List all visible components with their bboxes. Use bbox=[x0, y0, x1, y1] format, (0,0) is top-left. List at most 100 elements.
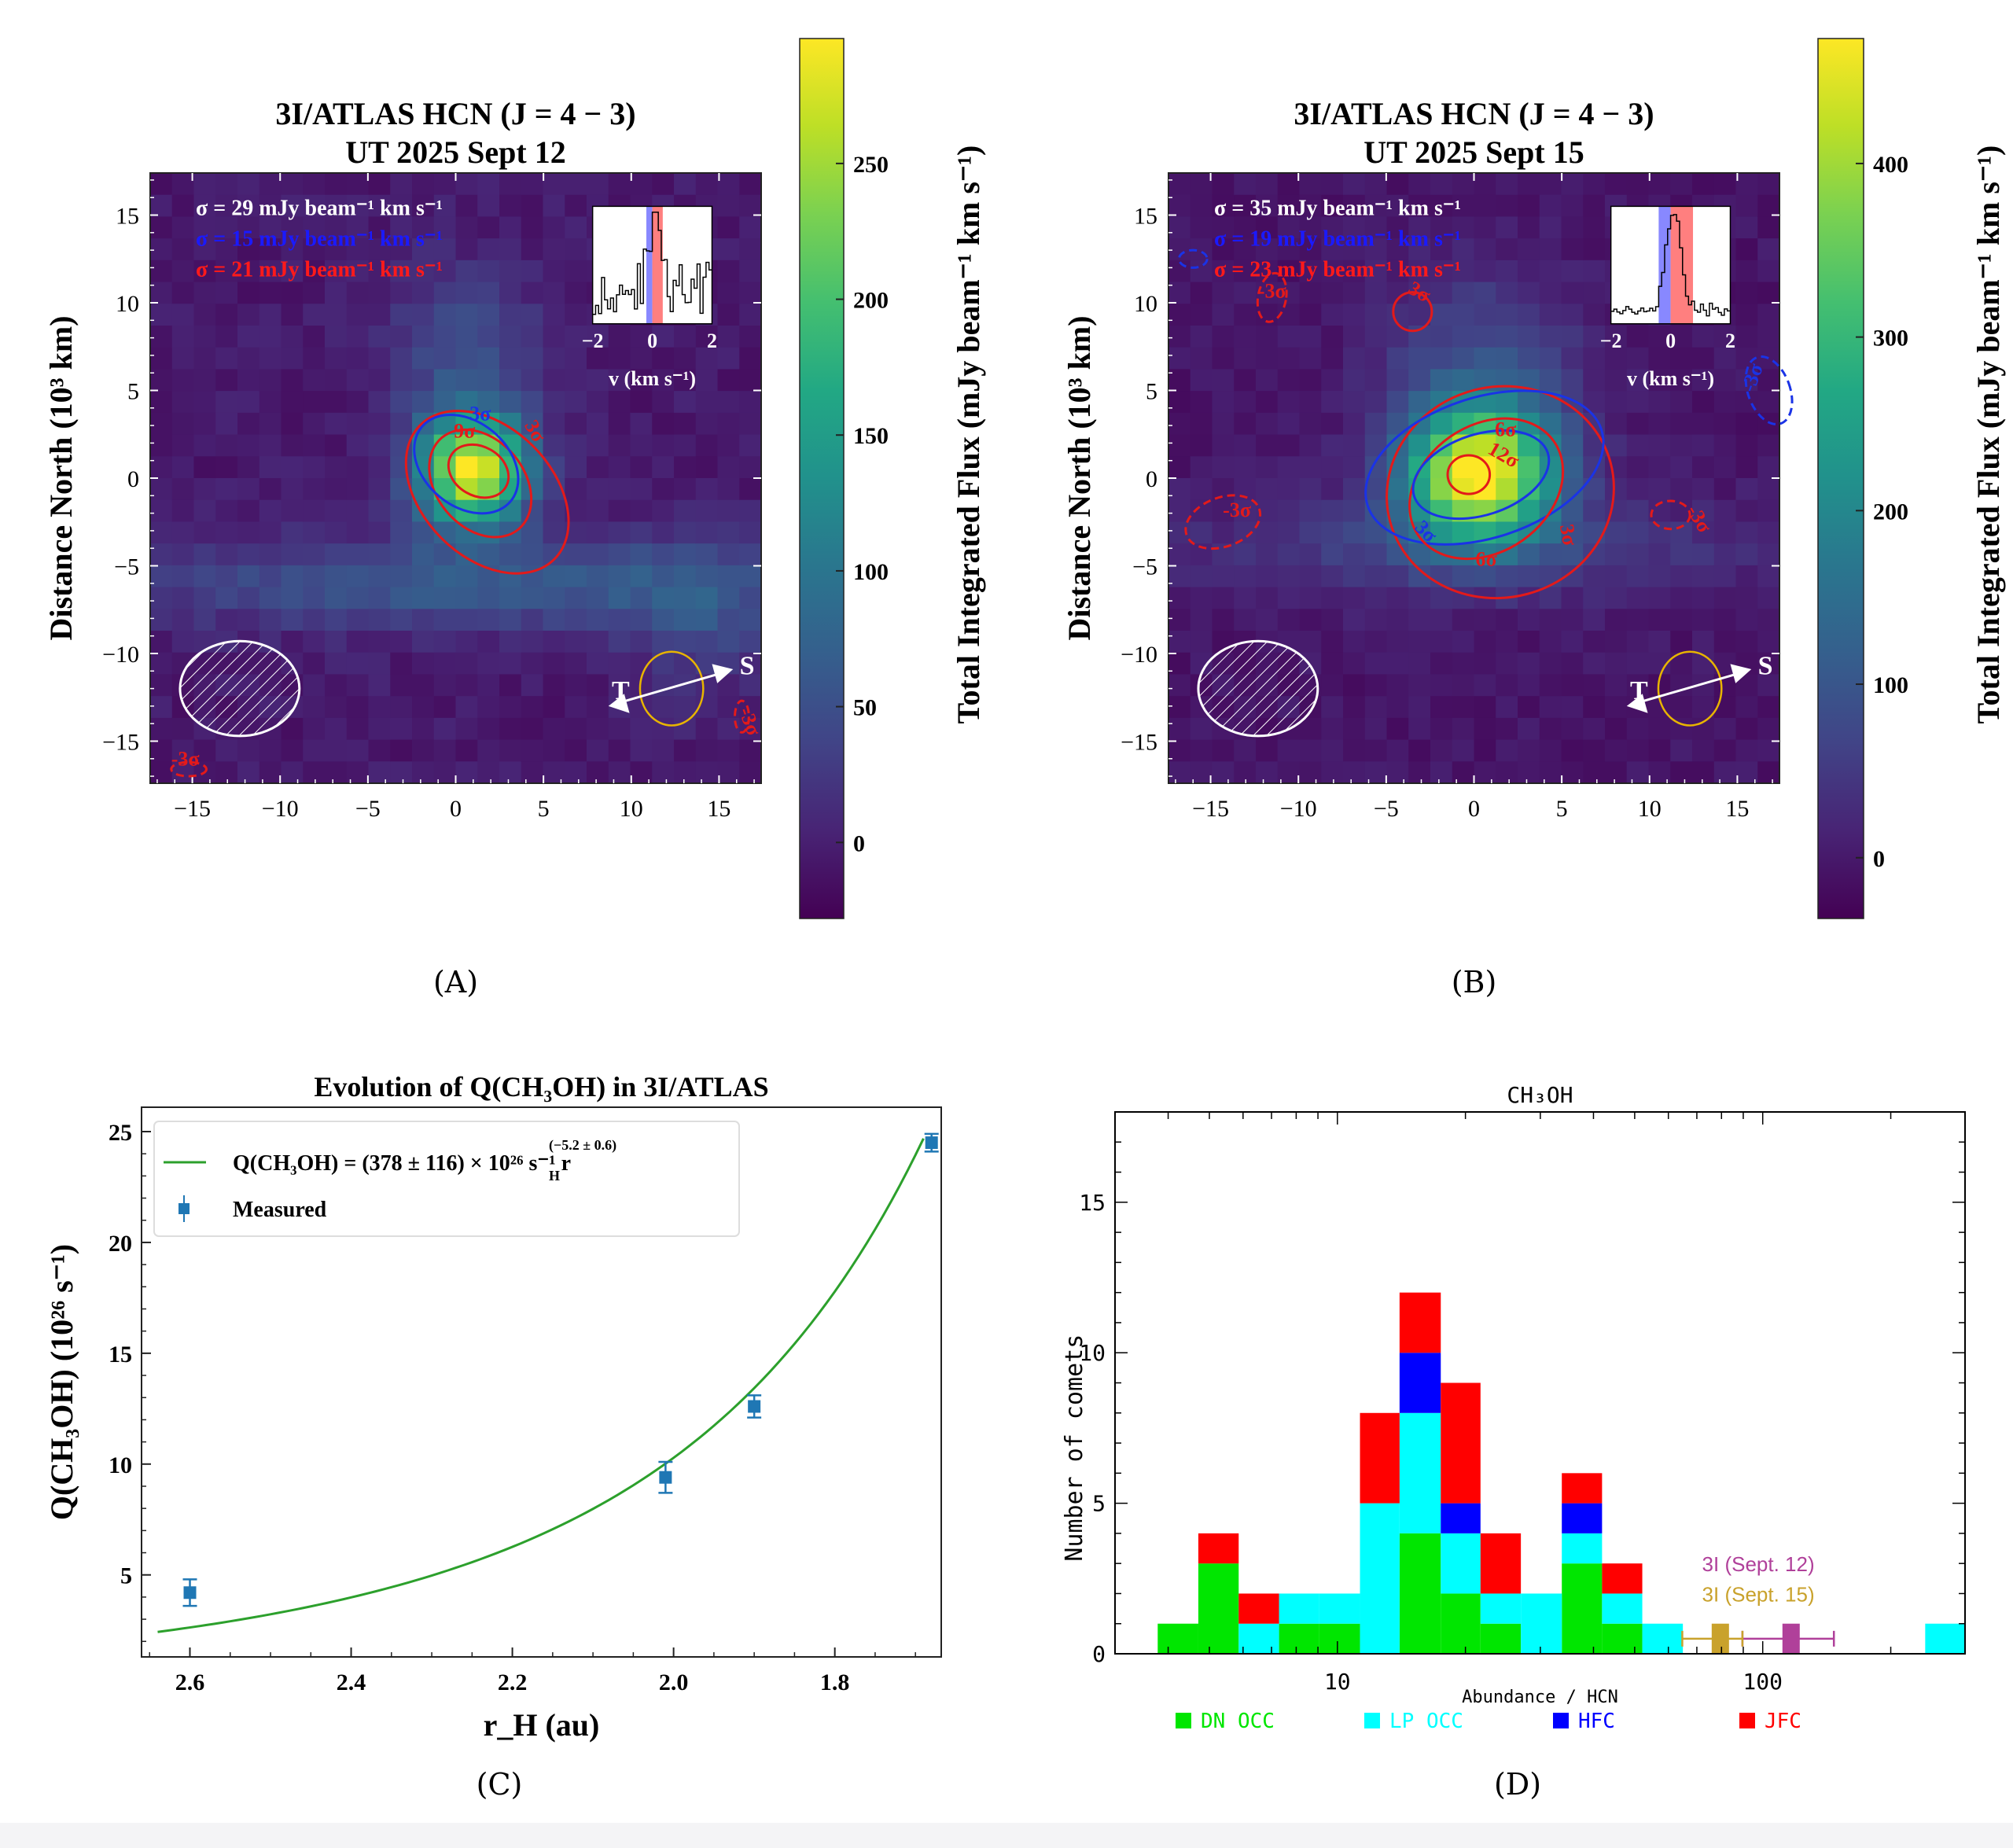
heatmap-cell bbox=[325, 652, 348, 676]
heatmap-cell bbox=[1364, 434, 1388, 457]
heatmap-cell bbox=[477, 674, 500, 697]
heatmap-cell bbox=[1321, 434, 1344, 457]
colorbar-tick-label: 150 bbox=[853, 423, 889, 449]
heatmap-cell bbox=[325, 478, 348, 501]
heatmap-cell bbox=[587, 173, 609, 196]
y-tick-label: 0 bbox=[127, 466, 139, 492]
heatmap-cell bbox=[543, 521, 565, 544]
heatmap-cell bbox=[325, 434, 348, 457]
y-tick-label: 0 bbox=[1092, 1641, 1106, 1667]
heatmap-cell bbox=[1692, 609, 1715, 631]
heatmap-cell bbox=[1518, 674, 1540, 697]
heatmap-cell bbox=[1299, 260, 1322, 283]
heatmap-cell bbox=[1234, 456, 1257, 479]
heatmap-cell bbox=[1386, 587, 1409, 609]
negative-contour bbox=[1184, 494, 1262, 550]
sun-tail-arrow bbox=[1632, 672, 1742, 706]
heatmap-cell bbox=[455, 216, 478, 239]
heatmap-cell bbox=[325, 238, 348, 261]
heatmap-cell bbox=[193, 456, 216, 479]
heatmap-cell bbox=[587, 412, 609, 436]
heatmap-cell bbox=[390, 216, 413, 239]
heatmap-cell bbox=[1757, 391, 1780, 414]
panel-caption: (C) bbox=[477, 1767, 523, 1802]
heatmap-cell bbox=[303, 674, 326, 697]
heatmap-cell bbox=[1474, 696, 1496, 719]
heatmap-cell bbox=[150, 499, 173, 523]
heatmap-cell bbox=[1670, 739, 1693, 762]
heatmap-cell bbox=[521, 456, 544, 479]
legend-fit-label: Q(CH₃OH) = (378 ± 116) × 10²⁶ s⁻¹ r bbox=[233, 1151, 571, 1176]
heatmap-cell bbox=[1561, 631, 1584, 653]
heatmap-cell bbox=[1496, 326, 1518, 348]
heatmap-cell bbox=[1343, 173, 1366, 196]
heatmap-cell bbox=[1713, 543, 1737, 566]
heatmap-cell bbox=[346, 369, 370, 392]
heatmap-cell bbox=[499, 739, 522, 762]
heatmap-cell bbox=[1648, 543, 1671, 566]
heatmap-cell bbox=[346, 717, 370, 741]
heatmap-cell bbox=[455, 587, 478, 609]
heatmap-cell bbox=[1692, 369, 1715, 392]
heatmap-cell bbox=[455, 391, 478, 414]
heatmap-cell bbox=[303, 521, 326, 544]
heatmap-cell bbox=[1474, 260, 1496, 283]
heatmap-cell bbox=[171, 304, 195, 326]
heatmap-cell bbox=[1692, 696, 1715, 719]
legend-fit-superscript: (−5.2 ± 0.6) bbox=[549, 1137, 616, 1154]
heatmap-cell bbox=[477, 543, 500, 566]
heatmap-cell bbox=[1626, 478, 1650, 501]
x-tick-label: 15 bbox=[1725, 796, 1749, 822]
heatmap-cell bbox=[1256, 587, 1279, 609]
heatmap-cell bbox=[1605, 717, 1628, 741]
heatmap-cell bbox=[1605, 391, 1628, 414]
heatmap-cell bbox=[1430, 631, 1453, 653]
heatmap-cell bbox=[652, 696, 675, 719]
heatmap-cell bbox=[368, 652, 391, 676]
heatmap-cell bbox=[433, 347, 457, 370]
heatmap-cell bbox=[543, 282, 565, 304]
heatmap-cell bbox=[1234, 761, 1257, 784]
heatmap-cell bbox=[433, 238, 457, 261]
heatmap-cell bbox=[1386, 260, 1409, 283]
heatmap-cell bbox=[1212, 173, 1235, 196]
heatmap-cell bbox=[412, 304, 435, 326]
heatmap-cell bbox=[1234, 391, 1257, 414]
heatmap-cell bbox=[630, 347, 653, 370]
heatmap-cell bbox=[455, 717, 478, 741]
heatmap-cell bbox=[171, 499, 195, 523]
heatmap-cell bbox=[215, 282, 238, 304]
heatmap-cell bbox=[1713, 565, 1737, 588]
heatmap-cell bbox=[1735, 326, 1758, 348]
arrow-head-icon bbox=[712, 664, 734, 683]
heatmap-cell bbox=[455, 696, 478, 719]
heatmap-cell bbox=[1190, 260, 1213, 283]
heatmap-cell bbox=[674, 499, 697, 523]
heatmap-cell bbox=[1234, 543, 1257, 566]
heatmap-cell bbox=[390, 347, 413, 370]
heatmap-cell bbox=[565, 260, 587, 283]
heatmap-cell bbox=[303, 260, 326, 283]
heatmap-cell bbox=[1518, 499, 1540, 523]
heatmap-cell bbox=[477, 652, 500, 676]
heatmap-cell bbox=[1474, 761, 1496, 784]
heatmap-cell bbox=[455, 238, 478, 261]
heatmap-cell bbox=[565, 434, 587, 457]
heatmap-cell bbox=[1321, 587, 1344, 609]
inset-tick-label: 2 bbox=[1725, 329, 1735, 352]
heatmap-cell bbox=[1277, 456, 1301, 479]
heatmap-cell bbox=[1735, 521, 1758, 544]
heatmap-cell bbox=[587, 543, 609, 566]
heatmap-cell bbox=[717, 391, 740, 414]
bar-jfc bbox=[1562, 1473, 1603, 1504]
heatmap-cell bbox=[1605, 412, 1628, 436]
heatmap-cell bbox=[171, 412, 195, 436]
heatmap-cell bbox=[1561, 543, 1584, 566]
heatmap-cell bbox=[1561, 369, 1584, 392]
heatmap-cell bbox=[368, 674, 391, 697]
heatmap-cell bbox=[303, 739, 326, 762]
heatmap-cell bbox=[281, 369, 304, 392]
marker-3i bbox=[1711, 1623, 1729, 1654]
heatmap-cell bbox=[303, 761, 326, 784]
heatmap-cell bbox=[215, 391, 238, 414]
